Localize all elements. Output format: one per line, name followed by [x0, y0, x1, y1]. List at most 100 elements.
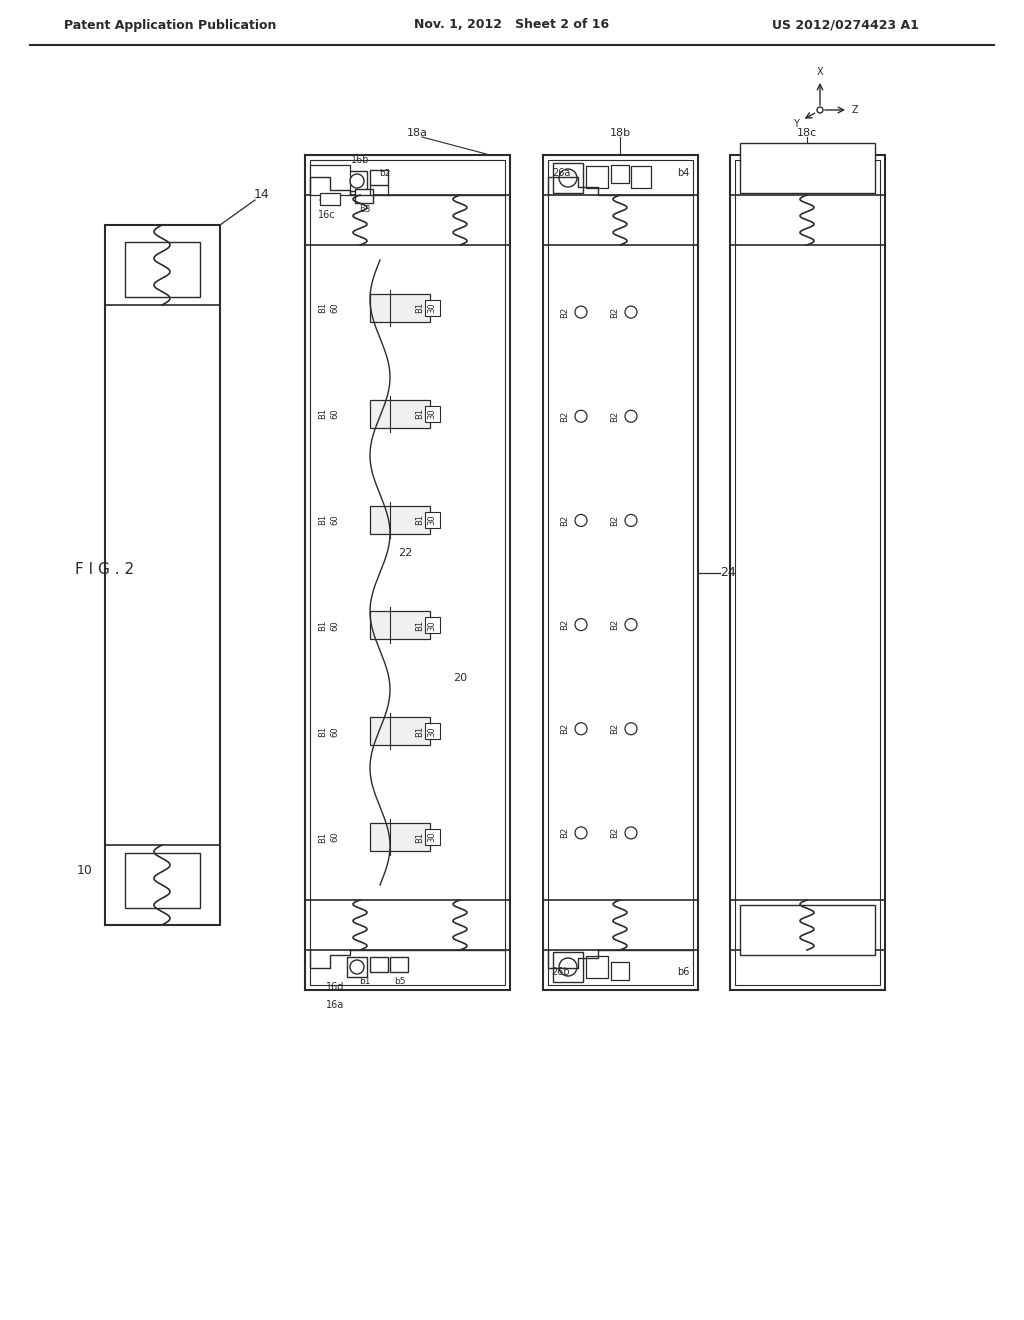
Text: B2: B2 — [610, 411, 620, 422]
Circle shape — [350, 960, 364, 974]
Bar — [305, 154, 510, 990]
Text: B1: B1 — [416, 832, 425, 842]
Text: X: X — [817, 67, 823, 77]
Circle shape — [625, 306, 637, 318]
Bar — [730, 154, 885, 990]
Text: 16c: 16c — [318, 210, 336, 220]
Text: 16d: 16d — [326, 982, 344, 993]
Bar — [631, 166, 651, 187]
Circle shape — [559, 958, 577, 975]
Bar — [586, 166, 608, 187]
Bar — [370, 957, 388, 972]
Text: 20: 20 — [453, 673, 467, 684]
Bar — [319, 193, 340, 205]
Text: B2: B2 — [560, 828, 569, 838]
Text: B2: B2 — [610, 828, 620, 838]
Text: F I G . 2: F I G . 2 — [75, 562, 134, 578]
Text: 60: 60 — [331, 620, 340, 631]
Text: 26b: 26b — [552, 968, 570, 977]
Text: 60: 60 — [331, 726, 340, 737]
Bar — [740, 906, 874, 954]
Text: b5: b5 — [394, 978, 406, 986]
Bar — [425, 300, 440, 315]
Text: 10: 10 — [77, 863, 93, 876]
Text: B2: B2 — [610, 306, 620, 318]
Circle shape — [575, 306, 587, 318]
Text: 22: 22 — [398, 548, 412, 558]
Bar — [611, 165, 629, 183]
Circle shape — [575, 411, 587, 422]
Text: 24: 24 — [720, 566, 736, 579]
Circle shape — [575, 515, 587, 527]
Text: 60: 60 — [331, 515, 340, 525]
Text: B1: B1 — [318, 726, 328, 737]
Bar — [425, 512, 440, 528]
Text: B1: B1 — [318, 832, 328, 842]
Text: B2: B2 — [560, 723, 569, 734]
Text: 18b: 18b — [609, 128, 631, 139]
Bar — [425, 405, 440, 422]
Circle shape — [559, 169, 577, 187]
Text: B1: B1 — [318, 302, 328, 313]
Text: B2: B2 — [610, 515, 620, 525]
Text: B1: B1 — [318, 408, 328, 420]
Text: B1: B1 — [416, 513, 425, 525]
Text: B1: B1 — [318, 513, 328, 525]
Circle shape — [575, 723, 587, 735]
Bar — [370, 717, 430, 746]
Text: 16a: 16a — [326, 1001, 344, 1010]
Circle shape — [575, 826, 587, 840]
Bar — [740, 143, 874, 193]
Bar — [125, 242, 200, 297]
Bar — [105, 224, 220, 925]
Text: 30: 30 — [427, 832, 436, 842]
Bar — [390, 957, 408, 972]
Text: 18c: 18c — [797, 128, 817, 139]
Circle shape — [625, 826, 637, 840]
Text: Patent Application Publication: Patent Application Publication — [63, 18, 276, 32]
Text: B2: B2 — [560, 515, 569, 525]
Text: 60: 60 — [331, 832, 340, 842]
Bar — [370, 824, 430, 851]
Bar — [370, 506, 430, 533]
Bar — [310, 165, 350, 195]
Text: b4: b4 — [677, 168, 689, 178]
Text: 30: 30 — [427, 620, 436, 631]
Bar — [735, 160, 880, 985]
Bar — [548, 160, 693, 985]
Circle shape — [350, 174, 364, 187]
Text: 18a: 18a — [407, 128, 427, 139]
Bar — [355, 189, 373, 203]
Text: B2: B2 — [610, 723, 620, 734]
Bar — [370, 611, 430, 639]
Circle shape — [625, 619, 637, 631]
Circle shape — [625, 515, 637, 527]
Text: Nov. 1, 2012   Sheet 2 of 16: Nov. 1, 2012 Sheet 2 of 16 — [415, 18, 609, 32]
Text: b6: b6 — [677, 968, 689, 977]
Bar — [425, 618, 440, 634]
Text: B2: B2 — [560, 411, 569, 422]
Bar — [543, 154, 698, 990]
Text: 30: 30 — [427, 726, 436, 737]
Text: B1: B1 — [416, 302, 425, 313]
Bar — [310, 160, 505, 985]
Text: 30: 30 — [427, 408, 436, 418]
Bar — [347, 957, 367, 977]
Text: B2: B2 — [560, 306, 569, 318]
Text: b1: b1 — [359, 978, 371, 986]
Bar — [425, 829, 440, 845]
Bar — [370, 170, 388, 185]
Circle shape — [817, 107, 823, 114]
Bar — [370, 400, 430, 428]
Bar — [611, 962, 629, 979]
Bar — [553, 162, 583, 193]
Circle shape — [625, 723, 637, 735]
Text: b2: b2 — [379, 169, 391, 177]
Text: B1: B1 — [416, 408, 425, 420]
Text: 14: 14 — [254, 189, 270, 202]
Text: 30: 30 — [427, 302, 436, 313]
Text: US 2012/0274423 A1: US 2012/0274423 A1 — [771, 18, 919, 32]
Bar — [125, 853, 200, 908]
Bar — [347, 172, 367, 191]
Text: 60: 60 — [331, 302, 340, 313]
